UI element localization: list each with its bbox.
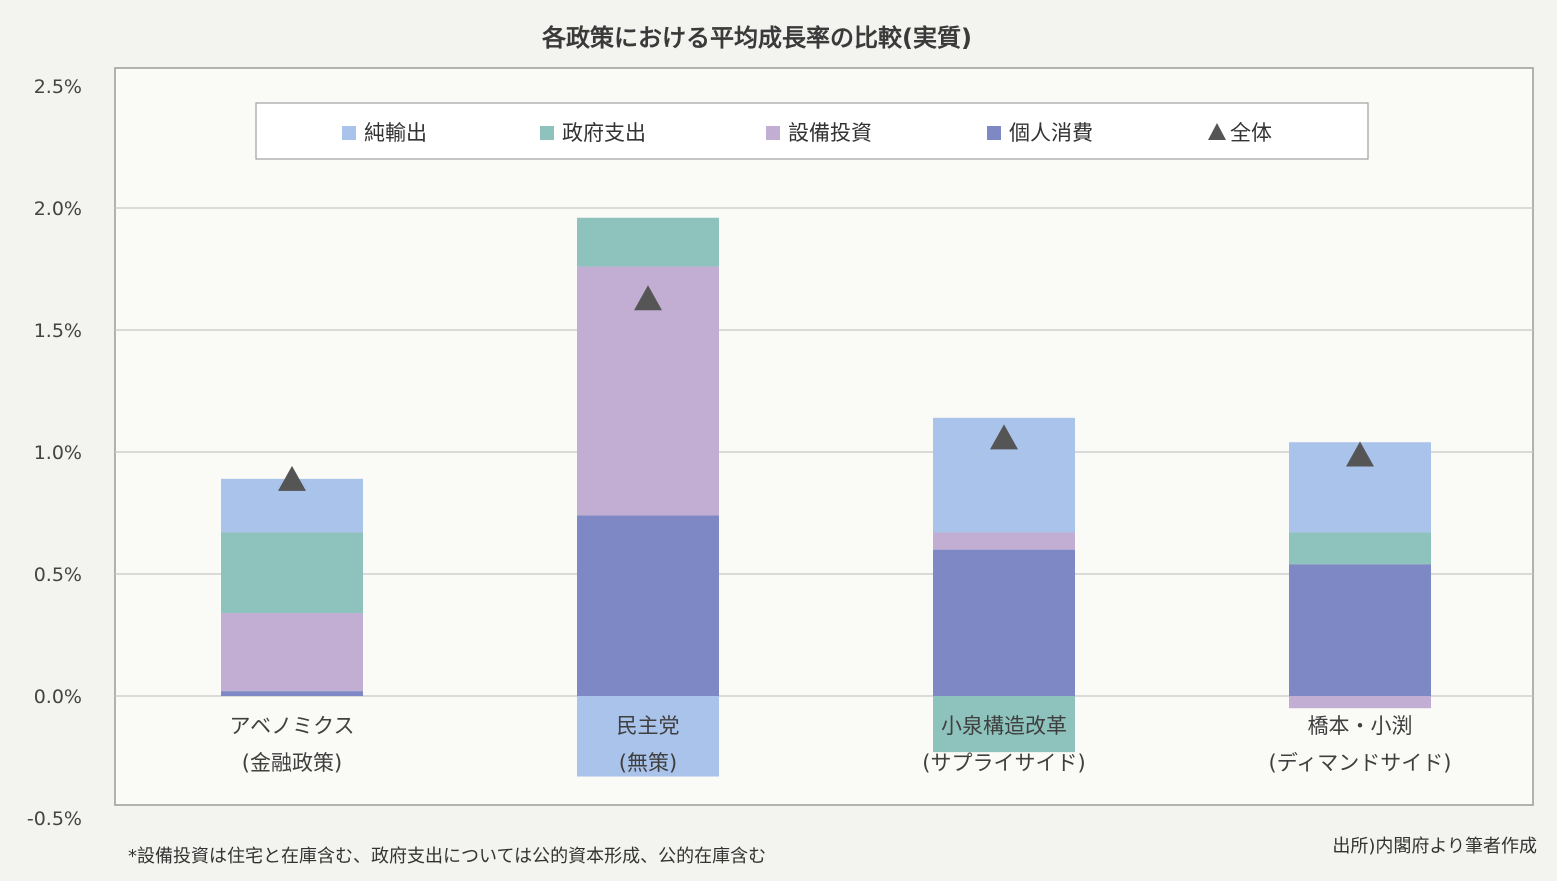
legend-swatch	[342, 126, 356, 140]
bar-segment	[1289, 564, 1431, 696]
bar-segment	[577, 696, 719, 777]
legend-label: 全体	[1230, 121, 1272, 145]
y-tick-label: 1.0%	[34, 442, 82, 464]
total-marker	[1346, 441, 1374, 467]
legend-swatch	[540, 126, 554, 140]
legend-marker	[1208, 123, 1226, 140]
legend: 純輸出 政府支出 設備投資 個人消費 全体	[255, 102, 1369, 160]
legend-label: 純輸出	[364, 121, 427, 145]
chart-title: 各政策における平均成長率の比較(実質)	[541, 24, 972, 52]
bar-segment	[577, 217, 719, 267]
y-tick-label: 2.0%	[34, 198, 82, 220]
category-label: (金融政策)	[242, 751, 342, 775]
bar-segment	[577, 515, 719, 696]
y-tick-label: 2.5%	[34, 76, 82, 98]
category-label: (サプライサイド)	[922, 751, 1085, 775]
y-tick-label: 0.0%	[34, 686, 82, 708]
total-marker	[278, 465, 306, 491]
total-markers	[278, 285, 1374, 491]
footnote: *設備投資は住宅と在庫含む、政府支出については公的資本形成、公的在庫含む	[128, 846, 766, 867]
source-note: 出所)内閣府より筆者作成	[1332, 836, 1537, 857]
category-label: (無策)	[619, 751, 677, 775]
bar-segment	[221, 691, 363, 696]
category-label: 橋本・小渕	[1308, 714, 1413, 738]
category-label: 民主党	[617, 714, 680, 738]
category-labels: アベノミクス (金融政策) 民主党 (無策) 小泉構造改革 (サプライサイド) 橋本・小渕 (…	[230, 714, 1452, 775]
legend-swatch	[987, 126, 1001, 140]
bar-segment	[933, 549, 1075, 696]
y-tick-label: 1.5%	[34, 320, 82, 342]
category-label: (ディマンドサイド)	[1269, 751, 1452, 775]
y-tick-label: -0.5%	[27, 808, 82, 830]
bar-segment	[221, 532, 363, 614]
bar-segment	[933, 696, 1075, 753]
y-tick-label: 0.5%	[34, 564, 82, 586]
legend-box	[255, 102, 1369, 160]
legend-label: 設備投資	[788, 121, 872, 145]
legend-swatch	[766, 126, 780, 140]
bar-segment	[1289, 696, 1431, 709]
category-label: 小泉構造改革	[941, 714, 1067, 738]
bar-segment	[221, 613, 363, 692]
total-marker	[634, 285, 662, 311]
legend-label: 政府支出	[562, 121, 646, 145]
legend-label: 個人消費	[1009, 121, 1093, 145]
category-label: アベノミクス	[230, 714, 355, 738]
bar-segment	[1289, 532, 1431, 565]
total-marker	[990, 424, 1018, 450]
y-axis: 2.5% 2.0% 1.5% 1.0% 0.5% 0.0% -0.5%	[27, 76, 82, 830]
bar-segment	[933, 532, 1075, 550]
